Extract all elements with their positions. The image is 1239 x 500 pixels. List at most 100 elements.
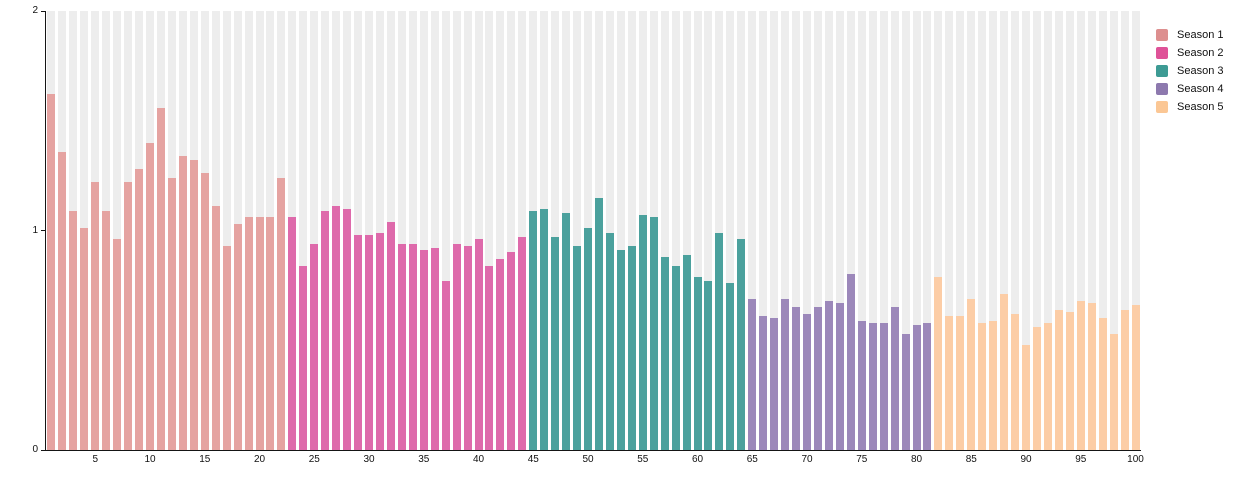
bar xyxy=(463,245,472,450)
bar xyxy=(233,223,242,450)
bar xyxy=(277,177,286,450)
bar xyxy=(693,276,702,450)
x-tick-label: 100 xyxy=(1127,454,1144,465)
background-stripe xyxy=(978,11,987,450)
bar xyxy=(671,265,680,450)
bar xyxy=(211,206,220,450)
background-stripe xyxy=(934,11,943,450)
bar xyxy=(332,206,341,450)
background-stripe xyxy=(759,11,768,450)
bar xyxy=(627,245,636,450)
y-tick-label: 2 xyxy=(32,5,38,16)
x-tick-label: 95 xyxy=(1075,454,1087,465)
bar xyxy=(890,307,899,450)
legend-item: Season 5 xyxy=(1156,101,1223,113)
background-stripe xyxy=(682,11,691,450)
bar xyxy=(288,217,297,450)
background-stripe xyxy=(1032,11,1041,450)
legend-swatch-icon xyxy=(1156,65,1168,77)
legend-label: Season 3 xyxy=(1177,65,1224,77)
background-stripe xyxy=(726,11,735,450)
bar xyxy=(419,250,428,450)
x-tick-label: 85 xyxy=(965,454,977,465)
background-stripe xyxy=(781,11,790,450)
background-stripe xyxy=(1011,11,1020,450)
y-tick xyxy=(41,10,46,12)
bar xyxy=(868,322,877,450)
background-stripe xyxy=(365,11,374,450)
bar xyxy=(430,248,439,450)
background-stripe xyxy=(715,11,724,450)
bar xyxy=(47,94,56,450)
bar-plot-area: 0 1 2 5 10 15 20 25 30 35 40 45 50 55 60 65 70 75 80 85 90 95… xyxy=(32,6,1143,466)
legend-item: Season 3 xyxy=(1156,65,1223,77)
bar xyxy=(945,316,954,450)
x-tick-label: 40 xyxy=(472,454,485,465)
background-stripe xyxy=(989,11,998,450)
x-tick-label: 55 xyxy=(637,454,649,465)
y-tick-label: 0 xyxy=(32,444,38,455)
background-stripe xyxy=(704,11,713,450)
bar xyxy=(496,259,505,450)
legend-label: Season 1 xyxy=(1177,29,1224,41)
bar xyxy=(846,274,855,450)
bar xyxy=(704,281,713,450)
bar xyxy=(529,210,538,450)
x-tick-label: 20 xyxy=(253,454,266,465)
background-stripe xyxy=(1054,11,1063,450)
background-stripe xyxy=(474,11,483,450)
background-stripe xyxy=(518,11,527,450)
bar xyxy=(792,307,801,450)
bar xyxy=(781,298,790,450)
background-stripe xyxy=(452,11,461,450)
x-tick-label: 35 xyxy=(418,454,430,465)
bar xyxy=(299,265,308,450)
background-stripe xyxy=(310,11,319,450)
background-stripe xyxy=(1043,11,1052,450)
bar xyxy=(1076,300,1085,450)
y-tick xyxy=(41,449,46,451)
background-stripe xyxy=(507,11,516,450)
background-stripe xyxy=(463,11,472,450)
bar xyxy=(726,283,735,450)
bar xyxy=(551,237,560,450)
background-stripe xyxy=(408,11,417,450)
background-stripe xyxy=(846,11,855,450)
bar xyxy=(813,307,822,450)
bar xyxy=(1032,327,1041,450)
bar xyxy=(584,228,593,450)
x-tick-label: 65 xyxy=(746,454,758,465)
background-stripe xyxy=(857,11,866,450)
bar xyxy=(189,160,198,450)
bar xyxy=(365,234,374,450)
bar xyxy=(770,318,779,450)
bar xyxy=(934,276,943,450)
bar xyxy=(912,324,921,450)
background-stripe xyxy=(419,11,428,450)
background-stripe xyxy=(1109,11,1118,450)
bar xyxy=(452,243,461,450)
x-tick-label: 30 xyxy=(363,454,375,465)
background-stripe xyxy=(1087,11,1096,450)
bar xyxy=(616,250,625,450)
bar xyxy=(441,281,450,450)
background-stripe xyxy=(573,11,582,450)
bar xyxy=(397,243,406,450)
bar xyxy=(1120,309,1129,450)
x-tick-label: 50 xyxy=(582,454,594,465)
bar xyxy=(901,333,910,450)
bar xyxy=(135,169,144,450)
bar xyxy=(200,173,209,450)
legend-swatch-icon xyxy=(1156,83,1168,95)
bar xyxy=(824,300,833,450)
bar xyxy=(354,234,363,450)
background-stripe xyxy=(375,11,384,450)
bar xyxy=(255,217,264,450)
background-stripe xyxy=(496,11,505,450)
bar xyxy=(310,243,319,450)
background-stripe xyxy=(901,11,910,450)
bar xyxy=(244,217,253,450)
bar xyxy=(321,210,330,450)
background-stripe xyxy=(1131,11,1140,450)
background-stripe xyxy=(1065,11,1074,450)
